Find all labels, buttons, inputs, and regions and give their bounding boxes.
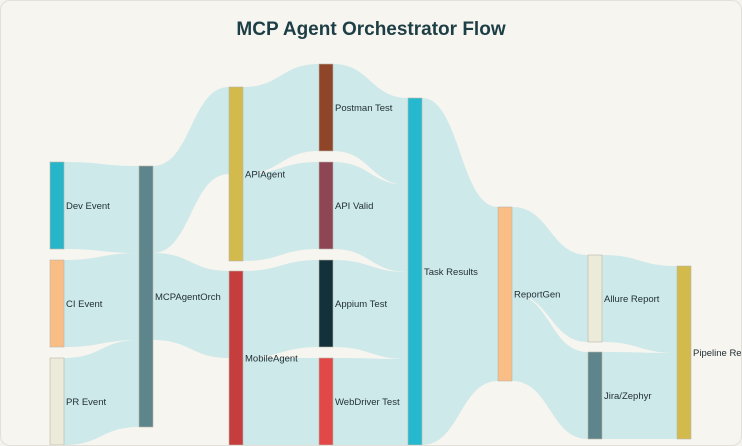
node-pipe[interactable] [676,265,692,440]
node-label-ci: CI Event [66,299,103,310]
node-pr[interactable] [49,357,65,445]
node-label-allure: Allure Report [604,294,660,305]
node-label-pipe: Pipeline Result [693,348,741,359]
link-appium-to-task [333,260,408,359]
node-label-appium: Appium Test [335,299,387,310]
sankey-labels: Dev Event CI Event PR Event MCPAgentOrch API… [66,103,741,408]
node-label-postman: Postman Test [335,103,393,114]
link-apival-to-task [333,162,408,272]
link-postman-to-task [333,64,408,185]
link-report-to-jira [512,294,588,439]
node-mobile[interactable] [228,270,244,445]
node-label-pr: PR Event [66,397,106,408]
link-api-to-postman [243,64,319,174]
link-mobile-to-appium [243,260,319,358]
node-appium[interactable] [318,259,334,348]
sankey-links [64,64,677,445]
link-allure-to-pipe [602,255,677,353]
link-mobile-to-wd [243,358,319,445]
link-task-to-report [422,98,498,445]
node-label-api: APIAgent [245,170,285,181]
node-label-mobile: MobileAgent [245,354,298,365]
node-label-apival: API Valid [335,201,373,212]
node-label-dev: Dev Event [66,201,110,212]
node-wd[interactable] [318,357,334,445]
diagram-title: MCP Agent Orchestrator Flow [236,19,506,40]
node-postman[interactable] [318,63,334,152]
node-label-wd: WebDriver Test [335,397,400,408]
link-jira-to-pipe [602,352,677,439]
node-api[interactable] [228,86,244,262]
node-label-report: ReportGen [514,290,560,301]
node-label-task: Task Results [424,267,478,278]
node-report[interactable] [497,206,513,382]
link-wd-to-task [333,358,408,445]
sankey-nodes [49,63,692,445]
link-report-to-allure [512,207,588,342]
link-mcp-to-mobile [153,253,229,358]
node-task[interactable] [407,97,423,445]
link-api-to-apival [243,162,319,261]
link-pr-to-mcp [64,340,139,445]
link-ci-to-mcp [64,253,139,347]
link-dev-to-mcp [64,162,139,253]
node-dev[interactable] [49,161,65,250]
node-jira[interactable] [587,351,603,440]
node-ci[interactable] [49,259,65,348]
node-mcp[interactable] [138,165,154,428]
link-mcp-to-api [153,87,229,253]
node-label-jira: Jira/Zephyr [604,391,652,402]
node-apival[interactable] [318,161,334,250]
node-label-mcp: MCPAgentOrch [155,292,221,303]
node-allure[interactable] [587,254,603,343]
